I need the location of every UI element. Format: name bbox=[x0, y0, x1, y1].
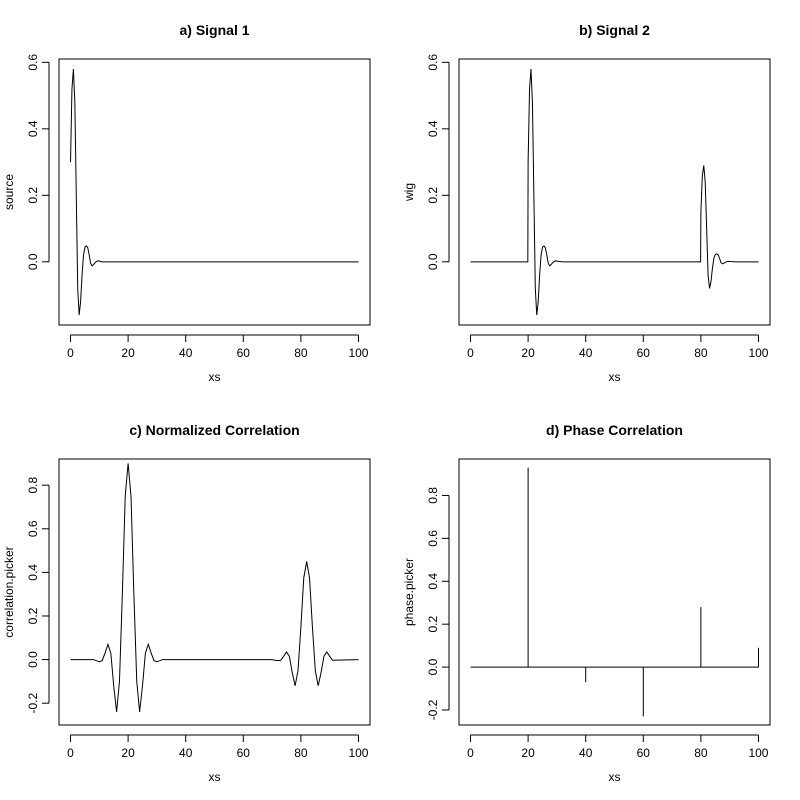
ncc-x-tick-label: 100 bbox=[348, 746, 368, 760]
signal1-x-axis-label: xs bbox=[209, 370, 221, 384]
signal1-plot-frame bbox=[58, 58, 371, 326]
signal2-y-tick-label: 0.2 bbox=[426, 187, 440, 204]
signal1-x-tick-label: 60 bbox=[237, 346, 251, 360]
signal1-title: a) Signal 1 bbox=[179, 22, 249, 38]
phase-y-axis-label: phase.picker bbox=[402, 558, 416, 626]
ncc-title: c) Normalized Correlation bbox=[129, 422, 299, 438]
signal2-x-tick-label: 60 bbox=[637, 346, 651, 360]
signal1-series-line bbox=[70, 68, 359, 316]
signal2-y-tick-label: 0.0 bbox=[426, 253, 440, 270]
signal2-y-axis-label: wig bbox=[402, 183, 416, 202]
phase-panel: d) Phase Correlation 0 20 40 60 80 100 xs -0.2 0.… bbox=[402, 422, 771, 784]
ncc-y-tick-label: 0.6 bbox=[26, 520, 40, 537]
phase-y-tick-label: -0.2 bbox=[426, 699, 440, 720]
phase-y-tick-label: 0.8 bbox=[426, 487, 440, 504]
phase-x-tick-label: 0 bbox=[467, 746, 474, 760]
signal2-plot-frame bbox=[458, 58, 771, 326]
ncc-x-tick-label: 0 bbox=[67, 746, 74, 760]
ncc-y-tick-label: 0.2 bbox=[26, 607, 40, 624]
signal2-series-line bbox=[470, 68, 759, 316]
phase-x-tick-label: 20 bbox=[521, 746, 535, 760]
ncc-panel: c) Normalized Correlation 0 20 40 60 80 100 xs -… bbox=[2, 422, 371, 784]
ncc-x-tick-label: 80 bbox=[294, 746, 308, 760]
ncc-x-tick-label: 40 bbox=[179, 746, 193, 760]
ncc-x-axis-label: xs bbox=[209, 770, 221, 784]
phase-x-tick-label: 40 bbox=[579, 746, 593, 760]
ncc-series-line bbox=[70, 463, 359, 712]
signal1-y-axis-label: source bbox=[2, 174, 16, 210]
phase-title: d) Phase Correlation bbox=[546, 422, 683, 438]
ncc-plot-frame bbox=[58, 458, 371, 726]
signal2-x-tick-label: 80 bbox=[694, 346, 708, 360]
signal1-y-tick-label: 0.0 bbox=[26, 253, 40, 270]
phase-y-tick-label: 0.2 bbox=[426, 616, 440, 633]
phase-y-tick-label: 0.0 bbox=[426, 658, 440, 675]
signal1-x-tick-label: 20 bbox=[121, 346, 135, 360]
phase-x-tick-label: 100 bbox=[748, 746, 768, 760]
signal2-title: b) Signal 2 bbox=[579, 22, 650, 38]
signal2-x-tick-label: 0 bbox=[467, 346, 474, 360]
signal2-x-axis-label: xs bbox=[609, 370, 621, 384]
ncc-x-tick-label: 60 bbox=[237, 746, 251, 760]
phase-x-tick-label: 60 bbox=[637, 746, 651, 760]
signal1-x-tick-label: 100 bbox=[348, 346, 368, 360]
ncc-y-axis-label: correlation.picker bbox=[2, 546, 16, 637]
phase-x-axis-label: xs bbox=[609, 770, 621, 784]
phase-y-tick-label: 0.6 bbox=[426, 530, 440, 547]
phase-x-tick-label: 80 bbox=[694, 746, 708, 760]
signal2-y-tick-label: 0.6 bbox=[426, 54, 440, 71]
phase-series-line bbox=[470, 467, 759, 717]
ncc-x-tick-label: 20 bbox=[121, 746, 135, 760]
ncc-y-tick-label: 0.0 bbox=[26, 651, 40, 668]
signal2-x-tick-label: 100 bbox=[748, 346, 768, 360]
signal2-x-tick-label: 20 bbox=[521, 346, 535, 360]
ncc-y-tick-label: 0.4 bbox=[26, 564, 40, 581]
signal1-x-tick-label: 40 bbox=[179, 346, 193, 360]
signal2-x-tick-label: 40 bbox=[579, 346, 593, 360]
phase-plot-frame bbox=[458, 458, 771, 726]
phase-y-tick-label: 0.4 bbox=[426, 573, 440, 590]
ncc-y-tick-label: -0.2 bbox=[26, 693, 40, 714]
signal1-panel: a) Signal 1 0 20 40 60 80 100 xs 0.0 0.2 0.4 0.6 sou… bbox=[2, 22, 371, 384]
signal2-panel: b) Signal 2 0 20 40 60 80 100 xs 0.0 0.2 0.4 0.6 wig bbox=[402, 22, 771, 384]
signal1-y-tick-label: 0.4 bbox=[26, 120, 40, 137]
signal1-y-tick-label: 0.6 bbox=[26, 54, 40, 71]
signal1-y-tick-label: 0.2 bbox=[26, 187, 40, 204]
signal1-x-tick-label: 80 bbox=[294, 346, 308, 360]
signal2-y-tick-label: 0.4 bbox=[426, 120, 440, 137]
signal1-x-tick-label: 0 bbox=[67, 346, 74, 360]
ncc-y-tick-label: 0.8 bbox=[26, 476, 40, 493]
